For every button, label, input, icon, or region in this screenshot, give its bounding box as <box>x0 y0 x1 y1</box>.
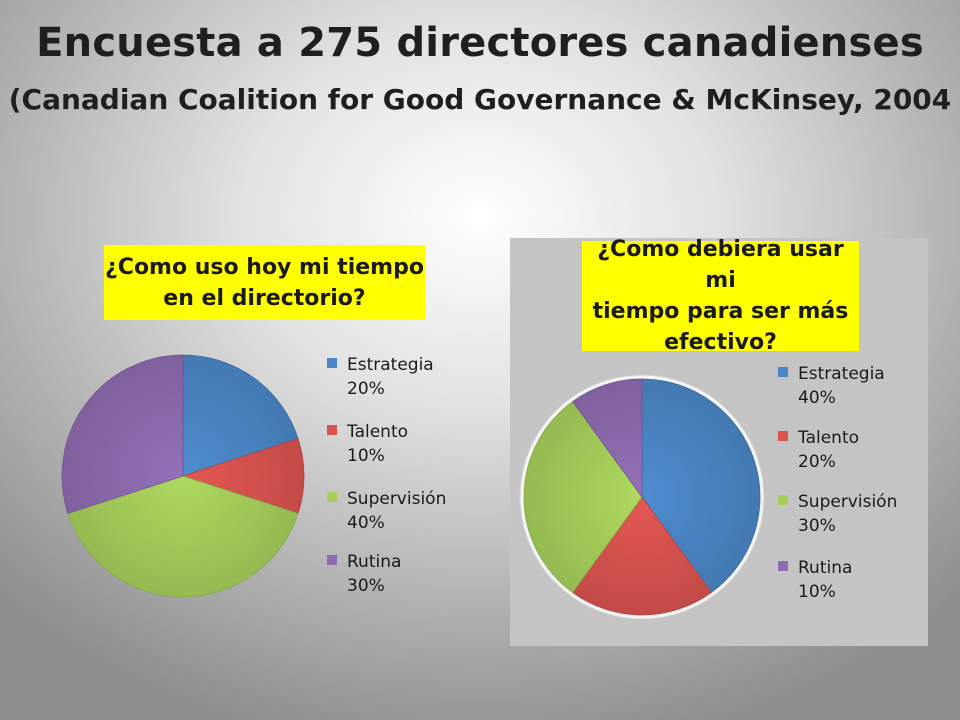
slide-subtitle: (Canadian Coalition for Good Governance … <box>8 83 952 116</box>
pie-slice-estrategia <box>641 378 761 594</box>
chart-1-legend: Estrategia 20% Talento 10% Supervisión 4… <box>327 353 487 596</box>
slide-title: Encuesta a 275 directores canadienses <box>36 20 924 66</box>
legend-swatch <box>778 367 788 377</box>
pie-slice-estrategia <box>182 354 299 477</box>
legend-label: Estrategia 40% <box>798 364 885 408</box>
legend-label: Rutina 30% <box>347 552 402 596</box>
legend-swatch <box>327 425 337 435</box>
legend-swatch <box>778 431 788 441</box>
legend-label: Talento 20% <box>798 428 860 472</box>
legend-swatch <box>327 492 337 502</box>
legend-swatch <box>778 561 788 571</box>
legend-label: Supervisión 40% <box>347 489 447 533</box>
legend-label: Supervisión 30% <box>798 492 898 536</box>
legend-label: Rutina 10% <box>798 558 853 602</box>
chart-2-legend: Estrategia 40% Talento 20% Supervisión 3… <box>778 362 928 602</box>
legend-swatch <box>327 358 337 368</box>
chart-1-title: ¿Como uso hoy mi tiempo en el directorio… <box>104 245 425 320</box>
pie-slice-rutina <box>61 354 184 514</box>
legend-label: Estrategia 20% <box>347 355 434 399</box>
legend-label: Talento 10% <box>347 422 409 466</box>
pie-slice-supervisin <box>523 400 643 594</box>
legend-swatch <box>327 555 337 565</box>
pie-slice-supervisin <box>67 475 299 598</box>
chart-2-title: ¿Como debiera usar mi tiempo para ser má… <box>582 237 859 355</box>
pie-slice-talento <box>572 496 712 616</box>
pie-slice-rutina <box>572 378 643 499</box>
pie-chart-current <box>61 354 305 598</box>
pie-chart-ideal <box>519 374 765 620</box>
pie-slice-talento <box>181 438 305 514</box>
legend-swatch <box>778 495 788 505</box>
